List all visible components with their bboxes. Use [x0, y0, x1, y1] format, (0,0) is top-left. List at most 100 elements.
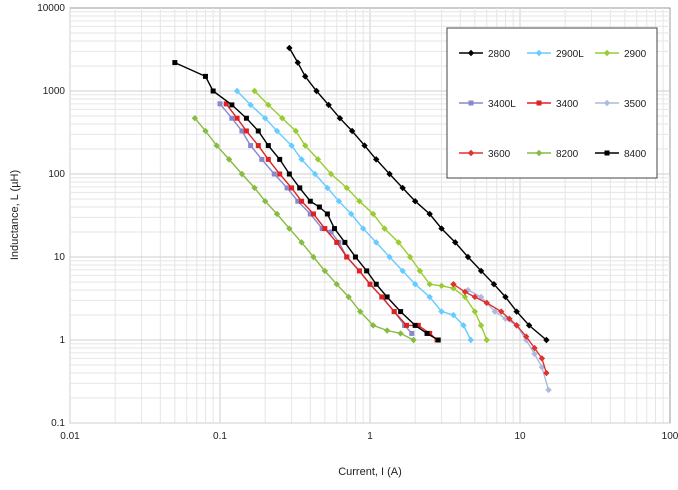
data-point-3400	[415, 322, 421, 328]
data-point-8400	[210, 88, 216, 94]
legend-label: 8400	[624, 149, 647, 160]
series-line-2900L	[236, 90, 472, 341]
data-point-2800	[325, 101, 332, 109]
data-point-2800	[426, 210, 433, 218]
data-point-8400	[229, 102, 235, 108]
data-point-8200	[345, 293, 352, 301]
data-point-8400	[398, 309, 404, 315]
data-point-2800	[477, 267, 485, 275]
data-point-2900	[471, 308, 479, 315]
data-point-3400L	[409, 330, 415, 336]
data-point-2800	[525, 322, 533, 329]
data-point-2900	[265, 101, 272, 109]
legend-item-8400: 8400	[595, 149, 647, 160]
y-axis-label: Inductance, L (µH)	[9, 170, 21, 260]
data-point-3400	[391, 309, 397, 315]
data-point-8400	[324, 211, 330, 217]
data-point-3400	[243, 128, 249, 134]
data-point-2900	[356, 198, 363, 205]
legend-label: 2800	[488, 49, 511, 60]
data-point-3600	[523, 333, 530, 340]
data-point-2800	[302, 73, 309, 80]
data-point-2900	[416, 267, 424, 275]
data-point-2900L	[438, 308, 445, 315]
data-point-8200	[356, 308, 364, 315]
data-point-8200	[191, 115, 199, 122]
x-axis-label: Current, I (A)	[338, 466, 402, 478]
legend: 2800 2900L 2900 3400L 3400 3500 3600 8200 8400	[446, 27, 658, 179]
data-point-8400	[202, 73, 208, 79]
data-point-2800	[543, 336, 550, 344]
series-2800	[286, 44, 550, 344]
tick-labels: 0.01 0.1 1 10 100 0.1 1 10 100 1000 10000	[37, 3, 678, 442]
y-tick-label: 1	[59, 335, 65, 346]
data-point-2900L	[426, 293, 433, 301]
series-3600	[450, 281, 550, 377]
data-point-8400	[435, 337, 441, 343]
data-point-8400	[352, 254, 358, 260]
data-point-2900	[302, 142, 309, 149]
data-point-8200	[225, 156, 233, 163]
data-point-2800	[373, 156, 380, 163]
data-point-2900	[450, 285, 457, 292]
legend-label: 3600	[488, 149, 511, 160]
legend-marker	[467, 49, 475, 57]
legend-label: 3500	[624, 99, 647, 110]
data-point-8200	[321, 267, 329, 275]
data-point-8200	[397, 330, 404, 337]
data-point-3400	[310, 211, 316, 217]
data-point-3400	[223, 101, 229, 107]
data-point-3400	[277, 171, 283, 177]
data-point-8400	[286, 171, 292, 177]
data-point-8200	[273, 210, 281, 218]
y-tick-label: 0.1	[51, 418, 65, 429]
data-point-3400	[322, 226, 328, 232]
data-point-2900	[279, 115, 286, 122]
data-point-8200	[369, 322, 377, 329]
data-point-8200	[298, 239, 305, 246]
legend-item-2800: 2800	[459, 49, 511, 60]
series-3400	[223, 101, 440, 343]
y-tick-label: 100	[48, 169, 65, 180]
legend-item-3400L: 3400L	[459, 99, 516, 110]
data-point-3400	[299, 198, 305, 204]
legend-marker	[468, 100, 474, 106]
data-point-3400L	[295, 198, 301, 204]
legend-label: 2900L	[556, 49, 584, 60]
legend-item-8200: 8200	[527, 149, 579, 160]
data-point-8200	[286, 225, 293, 232]
data-point-2900L	[247, 101, 254, 109]
data-point-8400	[316, 204, 322, 210]
data-point-2900L	[311, 170, 319, 178]
data-point-3500	[491, 308, 499, 315]
data-point-2900L	[460, 322, 467, 329]
x-tick-label: 0.1	[213, 431, 227, 442]
series-line-2800	[288, 47, 547, 341]
data-point-2900L	[411, 281, 419, 288]
data-point-2900	[381, 225, 388, 232]
legend-label: 3400	[556, 99, 579, 110]
data-point-2800	[399, 184, 406, 192]
data-point-2800	[313, 87, 320, 95]
data-point-2800	[464, 253, 472, 261]
data-point-3400	[289, 185, 295, 191]
data-point-2900L	[450, 311, 457, 319]
y-tick-label: 1000	[43, 86, 66, 97]
data-point-2900	[483, 336, 490, 344]
data-point-3400	[344, 254, 350, 260]
data-point-2900L	[399, 267, 406, 275]
data-point-2900	[251, 87, 258, 95]
data-point-3600	[513, 322, 520, 329]
data-point-8200	[251, 184, 258, 192]
data-point-8400	[412, 322, 418, 328]
data-point-2800	[452, 239, 459, 246]
data-point-8400	[307, 198, 313, 204]
legend-marker	[604, 150, 610, 156]
data-point-2900L	[233, 87, 241, 95]
data-point-8400	[342, 239, 348, 245]
data-point-3600	[531, 344, 538, 352]
legend-marker	[535, 149, 543, 157]
data-point-3400L	[239, 128, 245, 134]
